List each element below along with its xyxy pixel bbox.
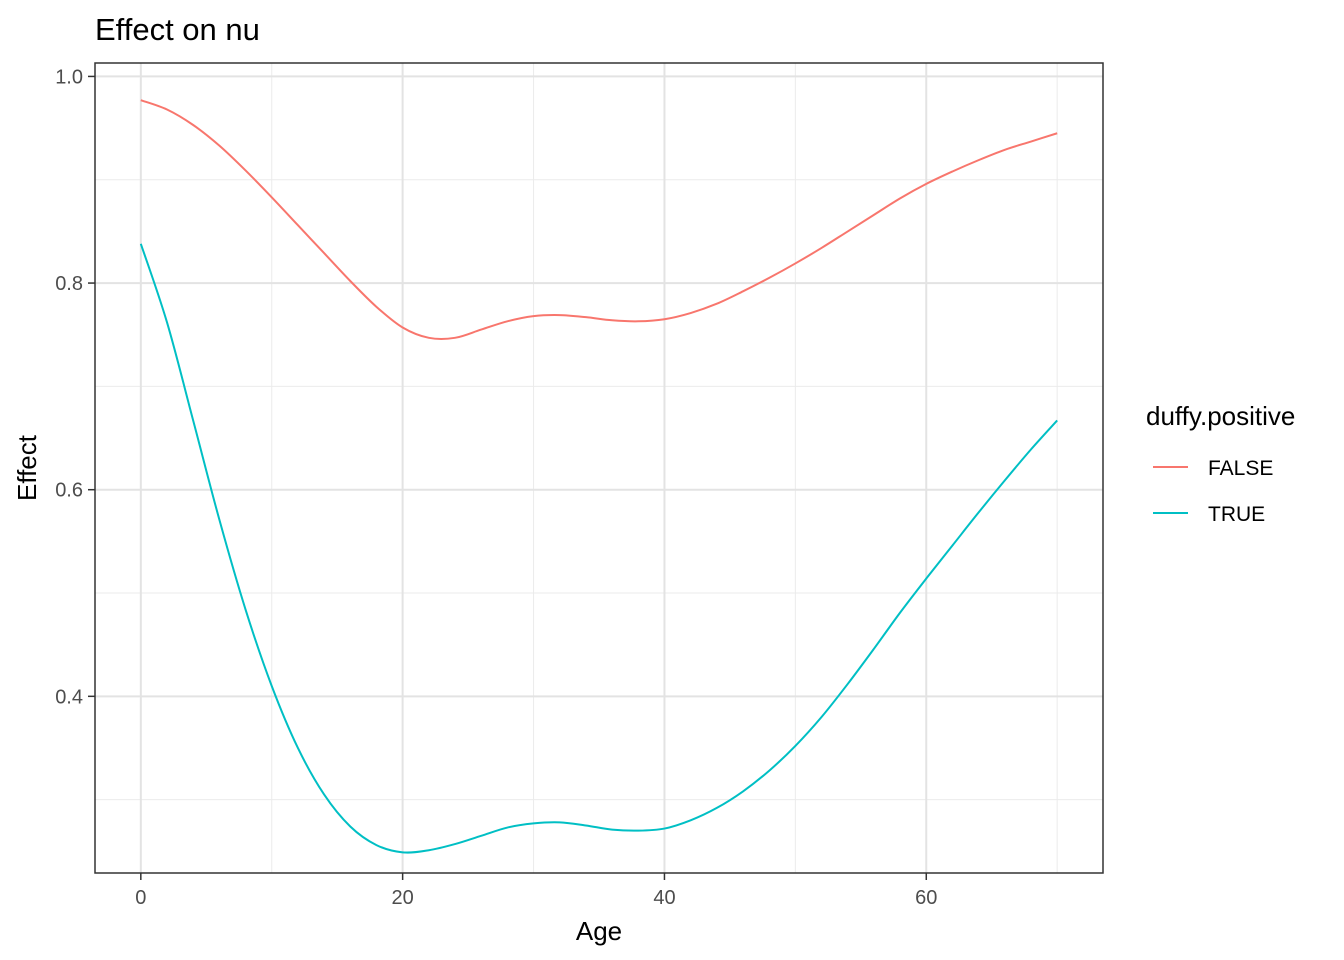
x-tick-label: 0 xyxy=(135,887,146,909)
y-tick-label: 0.4 xyxy=(55,686,83,708)
x-tick-label: 60 xyxy=(915,887,937,909)
legend-label-false: FALSE xyxy=(1208,457,1273,480)
series-line-true xyxy=(139,243,1058,854)
x-axis: 0 20 40 60 xyxy=(135,873,937,909)
y-axis: 0.4 0.6 0.8 1.0 xyxy=(55,66,95,708)
y-tick-label: 1.0 xyxy=(55,66,83,88)
y-axis-title: Effect xyxy=(12,434,42,501)
major-grid xyxy=(95,63,1103,873)
x-tick-label: 20 xyxy=(392,887,414,909)
minor-grid xyxy=(95,63,1103,873)
series-layer xyxy=(139,99,1058,854)
series-line-false xyxy=(140,99,1058,340)
legend: duffy.positive FALSE TRUE xyxy=(1146,401,1295,526)
y-tick-label: 0.6 xyxy=(55,480,83,502)
x-axis-title: Age xyxy=(576,916,622,946)
chart-title: Effect on nu xyxy=(95,12,260,47)
x-tick-label: 40 xyxy=(653,887,675,909)
y-tick-label: 0.8 xyxy=(55,273,83,295)
legend-label-true: TRUE xyxy=(1208,503,1265,526)
panel-border xyxy=(94,62,1104,874)
legend-title: duffy.positive xyxy=(1146,401,1295,431)
